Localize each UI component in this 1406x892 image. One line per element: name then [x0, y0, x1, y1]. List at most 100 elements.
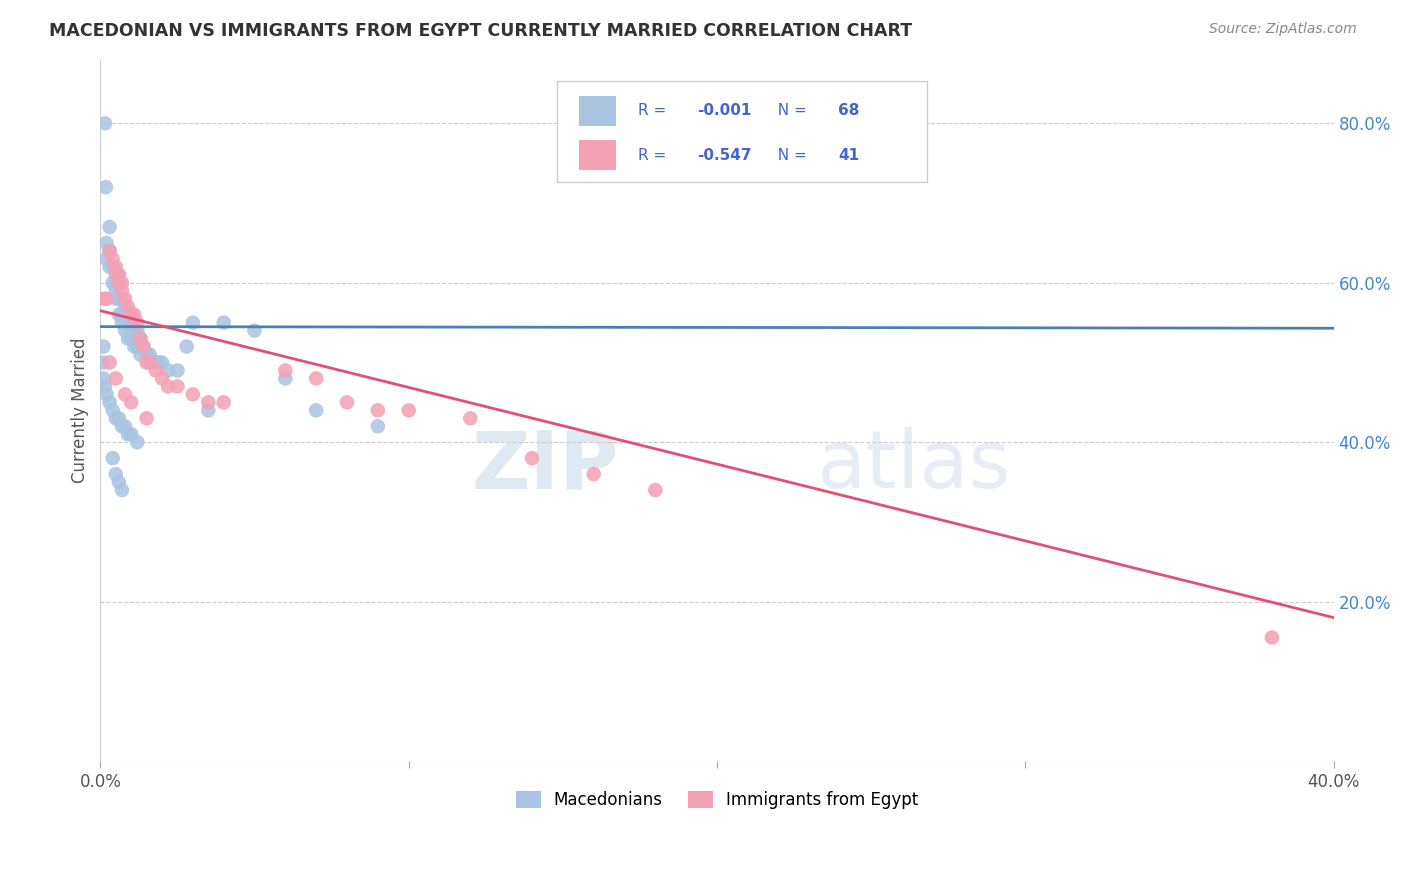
Text: N =: N = — [768, 103, 811, 119]
Text: ZIP: ZIP — [471, 427, 619, 506]
Point — [111, 308, 134, 322]
Point — [197, 395, 219, 409]
Point — [398, 403, 420, 417]
Point — [101, 451, 124, 466]
Point — [138, 347, 160, 361]
Point — [101, 276, 124, 290]
Point — [129, 347, 152, 361]
Point — [108, 268, 131, 282]
Point — [93, 292, 115, 306]
Point — [122, 308, 145, 322]
Point — [93, 355, 115, 369]
Y-axis label: Currently Married: Currently Married — [72, 337, 89, 483]
Point — [127, 340, 149, 354]
Point — [127, 435, 149, 450]
Point — [243, 324, 266, 338]
Text: R =: R = — [638, 147, 671, 162]
Point — [122, 340, 145, 354]
Point — [104, 260, 127, 274]
Point — [274, 363, 297, 377]
Point — [98, 395, 121, 409]
Point — [212, 395, 235, 409]
Point — [98, 219, 121, 234]
Point — [108, 475, 131, 489]
FancyBboxPatch shape — [579, 96, 616, 126]
Point — [117, 427, 139, 442]
FancyBboxPatch shape — [557, 80, 927, 182]
Point — [111, 292, 134, 306]
Point — [104, 411, 127, 425]
Point — [305, 371, 328, 385]
Text: MACEDONIAN VS IMMIGRANTS FROM EGYPT CURRENTLY MARRIED CORRELATION CHART: MACEDONIAN VS IMMIGRANTS FROM EGYPT CURR… — [49, 22, 912, 40]
Point — [108, 276, 131, 290]
Point — [98, 244, 121, 258]
Point — [176, 340, 198, 354]
Point — [132, 340, 155, 354]
Point — [114, 324, 136, 338]
Point — [117, 316, 139, 330]
Point — [114, 300, 136, 314]
Point — [150, 355, 173, 369]
Point — [98, 244, 121, 258]
Point — [108, 292, 131, 306]
Point — [1261, 631, 1284, 645]
Point — [127, 316, 149, 330]
Point — [120, 324, 142, 338]
Point — [108, 268, 131, 282]
Point — [94, 116, 117, 130]
Point — [166, 363, 188, 377]
Point — [644, 483, 666, 497]
Point — [367, 419, 389, 434]
Point — [120, 395, 142, 409]
Point — [135, 411, 157, 425]
Point — [108, 308, 131, 322]
Point — [135, 347, 157, 361]
Point — [94, 180, 117, 194]
Point — [111, 483, 134, 497]
Text: Source: ZipAtlas.com: Source: ZipAtlas.com — [1209, 22, 1357, 37]
Point — [520, 451, 543, 466]
Point — [142, 355, 165, 369]
Point — [101, 403, 124, 417]
Point — [104, 371, 127, 385]
Point — [120, 308, 142, 322]
Text: 68: 68 — [838, 103, 859, 119]
Point — [129, 332, 152, 346]
Point — [145, 355, 167, 369]
Point — [111, 419, 134, 434]
Point — [181, 387, 204, 401]
Point — [120, 332, 142, 346]
Point — [93, 371, 115, 385]
Text: atlas: atlas — [815, 427, 1010, 506]
Point — [127, 324, 149, 338]
Point — [104, 292, 127, 306]
Point — [94, 379, 117, 393]
Point — [212, 316, 235, 330]
Point — [117, 300, 139, 314]
Point — [150, 371, 173, 385]
Point — [120, 316, 142, 330]
Point — [367, 403, 389, 417]
Point — [145, 363, 167, 377]
Point — [117, 332, 139, 346]
Text: N =: N = — [768, 147, 811, 162]
Text: 41: 41 — [838, 147, 859, 162]
Point — [98, 260, 121, 274]
Point — [96, 387, 118, 401]
Point — [148, 355, 170, 369]
Point — [122, 324, 145, 338]
Point — [104, 276, 127, 290]
Point — [101, 260, 124, 274]
Point — [111, 284, 134, 298]
Point — [114, 419, 136, 434]
Point — [129, 332, 152, 346]
Point — [96, 235, 118, 250]
Point — [132, 340, 155, 354]
Text: R =: R = — [638, 103, 671, 119]
Point — [460, 411, 482, 425]
Point — [166, 379, 188, 393]
Point — [104, 268, 127, 282]
Point — [96, 292, 118, 306]
Point — [111, 316, 134, 330]
Point — [108, 411, 131, 425]
